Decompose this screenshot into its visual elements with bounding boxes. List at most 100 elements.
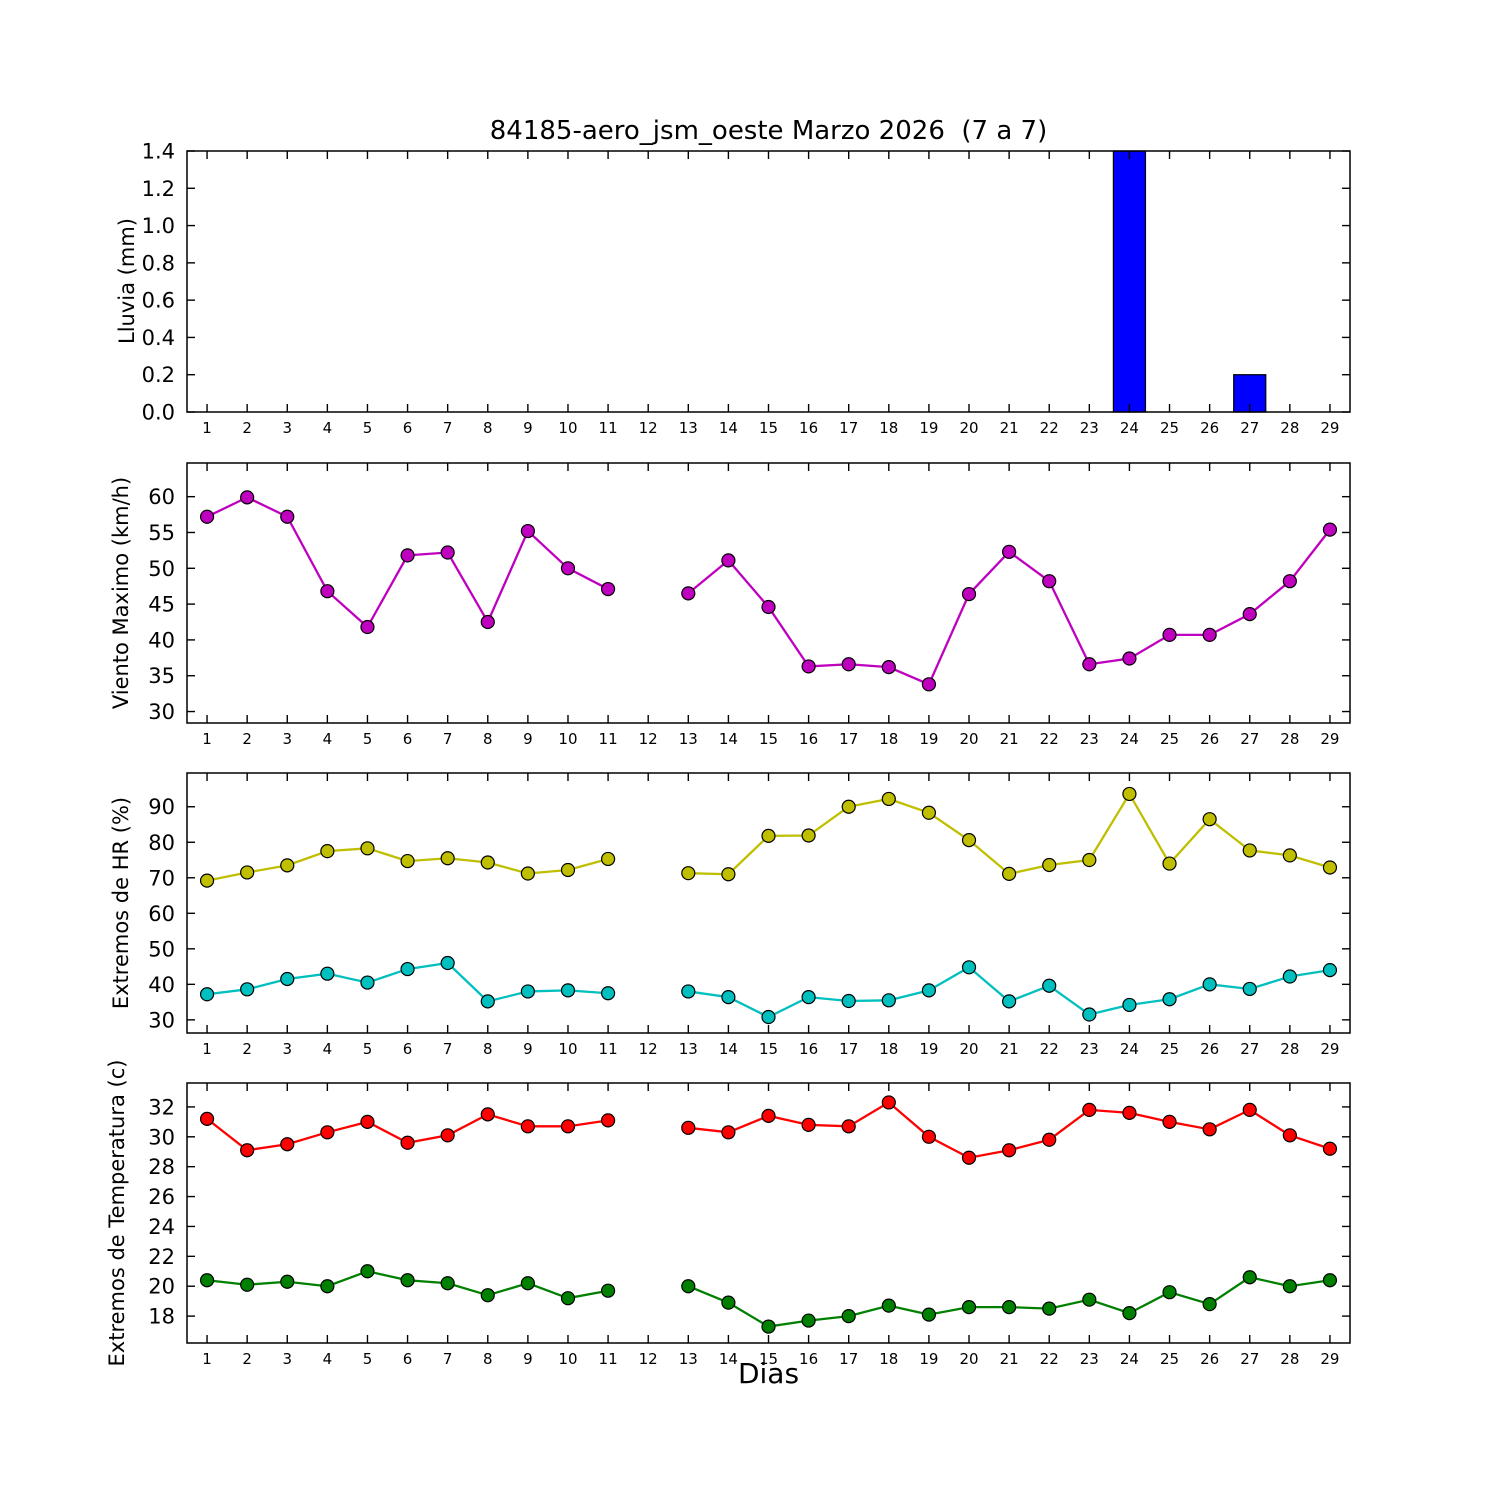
svg-text:21: 21 (1000, 1040, 1019, 1058)
svg-text:11: 11 (599, 419, 618, 437)
svg-text:19: 19 (919, 1040, 938, 1058)
svg-text:27: 27 (1240, 419, 1259, 437)
svg-text:2: 2 (242, 1350, 252, 1368)
svg-text:29: 29 (1320, 419, 1339, 437)
svg-text:28: 28 (148, 1155, 175, 1179)
svg-text:6: 6 (403, 1350, 413, 1368)
svg-text:26: 26 (148, 1185, 175, 1209)
svg-text:16: 16 (799, 730, 818, 748)
svg-text:50: 50 (148, 937, 175, 961)
svg-text:24: 24 (1120, 419, 1139, 437)
svg-text:9: 9 (523, 730, 533, 748)
svg-text:11: 11 (599, 730, 618, 748)
svg-text:4: 4 (323, 1350, 333, 1368)
svg-text:27: 27 (1240, 1040, 1259, 1058)
svg-text:1: 1 (202, 1040, 212, 1058)
svg-text:40: 40 (148, 973, 175, 997)
svg-text:12: 12 (639, 730, 658, 748)
svg-text:2: 2 (242, 419, 252, 437)
svg-text:12: 12 (639, 1040, 658, 1058)
svg-text:13: 13 (679, 1350, 698, 1368)
svg-text:90: 90 (148, 795, 175, 819)
svg-text:0.6: 0.6 (142, 289, 175, 313)
svg-text:26: 26 (1200, 1040, 1219, 1058)
svg-text:27: 27 (1240, 730, 1259, 748)
svg-text:9: 9 (523, 1350, 533, 1368)
svg-text:70: 70 (148, 866, 175, 890)
svg-text:18: 18 (879, 419, 898, 437)
svg-text:23: 23 (1080, 1350, 1099, 1368)
svg-text:1.4: 1.4 (142, 140, 175, 164)
svg-text:22: 22 (1040, 1040, 1059, 1058)
svg-text:3: 3 (282, 1350, 292, 1368)
chart-title: 84185-aero_jsm_oeste Marzo 2026 (7 a 7) (489, 116, 1048, 146)
svg-text:23: 23 (1080, 419, 1099, 437)
svg-text:11: 11 (599, 1350, 618, 1368)
svg-text:4: 4 (323, 730, 333, 748)
svg-text:80: 80 (148, 831, 175, 855)
svg-text:15: 15 (759, 1350, 778, 1368)
svg-text:28: 28 (1280, 419, 1299, 437)
svg-text:22: 22 (1040, 1350, 1059, 1368)
svg-text:17: 17 (839, 730, 858, 748)
svg-text:7: 7 (443, 730, 453, 748)
svg-text:15: 15 (759, 1040, 778, 1058)
svg-text:3: 3 (282, 1040, 292, 1058)
svg-text:40: 40 (148, 628, 175, 652)
svg-text:30: 30 (148, 1008, 175, 1032)
svg-text:55: 55 (148, 521, 175, 545)
svg-text:28: 28 (1280, 730, 1299, 748)
svg-text:13: 13 (679, 1040, 698, 1058)
svg-text:21: 21 (1000, 730, 1019, 748)
svg-text:12: 12 (639, 1350, 658, 1368)
svg-text:20: 20 (959, 1040, 978, 1058)
svg-text:27: 27 (1240, 1350, 1259, 1368)
svg-text:5: 5 (363, 730, 373, 748)
svg-text:17: 17 (839, 1350, 858, 1368)
svg-text:19: 19 (919, 730, 938, 748)
svg-text:7: 7 (443, 419, 453, 437)
svg-text:26: 26 (1200, 1350, 1219, 1368)
svg-text:35: 35 (148, 664, 175, 688)
svg-text:29: 29 (1320, 1350, 1339, 1368)
svg-text:2: 2 (242, 1040, 252, 1058)
svg-text:24: 24 (1120, 730, 1139, 748)
svg-text:16: 16 (799, 419, 818, 437)
svg-text:4: 4 (323, 419, 333, 437)
svg-text:23: 23 (1080, 730, 1099, 748)
svg-text:25: 25 (1160, 419, 1179, 437)
svg-text:28: 28 (1280, 1350, 1299, 1368)
svg-text:18: 18 (879, 730, 898, 748)
svg-text:1: 1 (202, 1350, 212, 1368)
svg-text:15: 15 (759, 730, 778, 748)
svg-text:24: 24 (1120, 1040, 1139, 1058)
svg-text:29: 29 (1320, 1040, 1339, 1058)
svg-text:5: 5 (363, 419, 373, 437)
svg-text:20: 20 (148, 1275, 175, 1299)
svg-text:29: 29 (1320, 730, 1339, 748)
svg-text:25: 25 (1160, 1350, 1179, 1368)
svg-text:19: 19 (919, 419, 938, 437)
svg-text:50: 50 (148, 557, 175, 581)
svg-text:26: 26 (1200, 730, 1219, 748)
xlabel-dias: Dias (737, 1357, 800, 1390)
svg-text:13: 13 (679, 730, 698, 748)
svg-text:10: 10 (558, 1350, 577, 1368)
svg-text:14: 14 (719, 730, 738, 748)
svg-text:17: 17 (839, 419, 858, 437)
svg-text:45: 45 (148, 593, 175, 617)
svg-text:28: 28 (1280, 1040, 1299, 1058)
svg-text:24: 24 (148, 1215, 175, 1239)
svg-text:32: 32 (148, 1095, 175, 1119)
svg-text:17: 17 (839, 1040, 858, 1058)
svg-text:21: 21 (1000, 1350, 1019, 1368)
svg-text:22: 22 (148, 1245, 175, 1269)
svg-text:21: 21 (1000, 419, 1019, 437)
svg-text:3: 3 (282, 730, 292, 748)
svg-text:0.2: 0.2 (142, 363, 175, 387)
svg-text:22: 22 (1040, 730, 1059, 748)
svg-text:14: 14 (719, 1350, 738, 1368)
svg-text:20: 20 (959, 419, 978, 437)
